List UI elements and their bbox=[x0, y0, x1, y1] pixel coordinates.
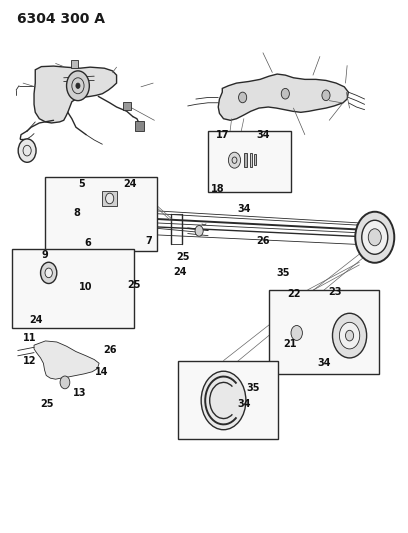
Bar bbox=[269, 290, 379, 374]
Text: 34: 34 bbox=[237, 399, 251, 409]
Text: 6: 6 bbox=[85, 238, 91, 247]
Circle shape bbox=[346, 330, 354, 341]
Bar bbox=[12, 249, 134, 328]
Text: 13: 13 bbox=[73, 388, 87, 398]
Text: 12: 12 bbox=[23, 356, 37, 366]
Circle shape bbox=[362, 220, 388, 254]
Text: 5: 5 bbox=[78, 179, 84, 189]
Text: 34: 34 bbox=[237, 204, 251, 214]
Text: 9: 9 bbox=[41, 250, 48, 260]
Circle shape bbox=[228, 152, 241, 168]
Text: 21: 21 bbox=[284, 338, 297, 349]
Text: 22: 22 bbox=[288, 289, 301, 299]
Text: 35: 35 bbox=[247, 383, 260, 393]
Circle shape bbox=[291, 326, 302, 341]
Text: 34: 34 bbox=[317, 358, 331, 368]
Text: 14: 14 bbox=[95, 367, 108, 377]
Text: 26: 26 bbox=[103, 345, 116, 356]
Circle shape bbox=[60, 376, 70, 389]
Circle shape bbox=[45, 268, 52, 278]
Circle shape bbox=[368, 229, 381, 246]
Circle shape bbox=[355, 212, 394, 263]
Circle shape bbox=[322, 90, 330, 101]
Bar bbox=[45, 177, 157, 251]
Text: 35: 35 bbox=[277, 268, 290, 278]
Circle shape bbox=[239, 92, 247, 103]
Polygon shape bbox=[34, 66, 117, 123]
Circle shape bbox=[18, 139, 36, 163]
Text: 23: 23 bbox=[328, 287, 341, 297]
Circle shape bbox=[67, 71, 89, 101]
Text: 8: 8 bbox=[74, 208, 80, 219]
Bar bbox=[244, 154, 247, 166]
Circle shape bbox=[195, 225, 203, 236]
Circle shape bbox=[333, 313, 367, 358]
Circle shape bbox=[201, 371, 246, 430]
Text: 24: 24 bbox=[174, 267, 187, 277]
Bar bbox=[177, 361, 278, 439]
Polygon shape bbox=[34, 341, 99, 379]
Circle shape bbox=[339, 322, 360, 349]
Text: 25: 25 bbox=[127, 280, 141, 290]
Text: 7: 7 bbox=[146, 236, 153, 246]
Bar bbox=[254, 154, 256, 165]
Bar bbox=[250, 154, 252, 166]
Text: 25: 25 bbox=[41, 399, 54, 409]
Circle shape bbox=[106, 193, 114, 204]
Text: 24: 24 bbox=[30, 314, 43, 325]
Text: 18: 18 bbox=[211, 184, 225, 195]
Text: 11: 11 bbox=[23, 333, 37, 343]
Circle shape bbox=[40, 262, 57, 284]
Bar bbox=[135, 122, 144, 131]
Text: 26: 26 bbox=[256, 236, 270, 246]
Bar bbox=[71, 60, 78, 68]
Bar bbox=[123, 102, 131, 110]
Bar bbox=[208, 131, 291, 192]
Text: 25: 25 bbox=[176, 252, 190, 262]
Text: 34: 34 bbox=[256, 130, 270, 140]
Polygon shape bbox=[218, 74, 348, 120]
Circle shape bbox=[281, 88, 289, 99]
Text: 17: 17 bbox=[215, 130, 229, 140]
Circle shape bbox=[76, 83, 80, 88]
Text: 24: 24 bbox=[123, 179, 137, 189]
Text: 6304 300 A: 6304 300 A bbox=[17, 12, 105, 27]
Bar bbox=[102, 191, 117, 206]
Text: 10: 10 bbox=[78, 282, 92, 292]
